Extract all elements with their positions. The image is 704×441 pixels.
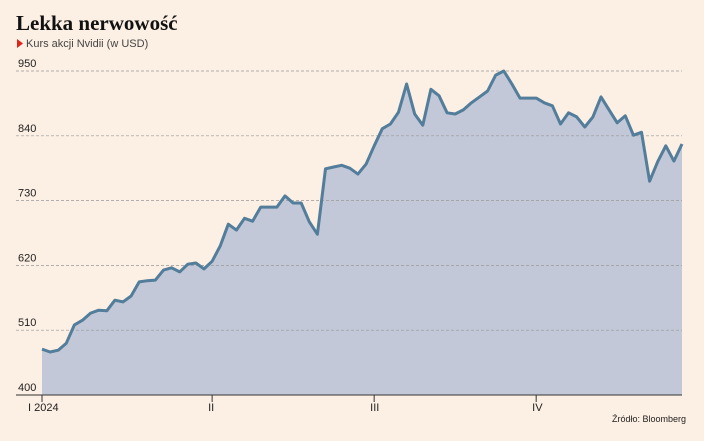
y-tick-label: 400 <box>18 382 36 394</box>
y-tick-label: 620 <box>18 252 36 264</box>
x-tick-label: I 2024 <box>28 402 59 414</box>
x-tick-label: IV <box>532 402 543 414</box>
x-tick-label: II <box>208 402 214 414</box>
y-tick-label: 730 <box>18 188 36 200</box>
chart-title: Lekka nerwowość <box>16 11 178 35</box>
area <box>42 71 682 395</box>
x-tick-label: III <box>370 402 379 414</box>
y-tick-label: 950 <box>18 58 36 70</box>
subtitle-marker <box>17 39 23 48</box>
source: Źródło: Bloomberg <box>612 414 686 424</box>
y-tick-label: 840 <box>18 123 36 135</box>
line <box>41 69 684 354</box>
y-tick-label: 510 <box>18 317 36 329</box>
chart-subtitle: Kurs akcji Nvidii (w USD) <box>26 38 148 50</box>
